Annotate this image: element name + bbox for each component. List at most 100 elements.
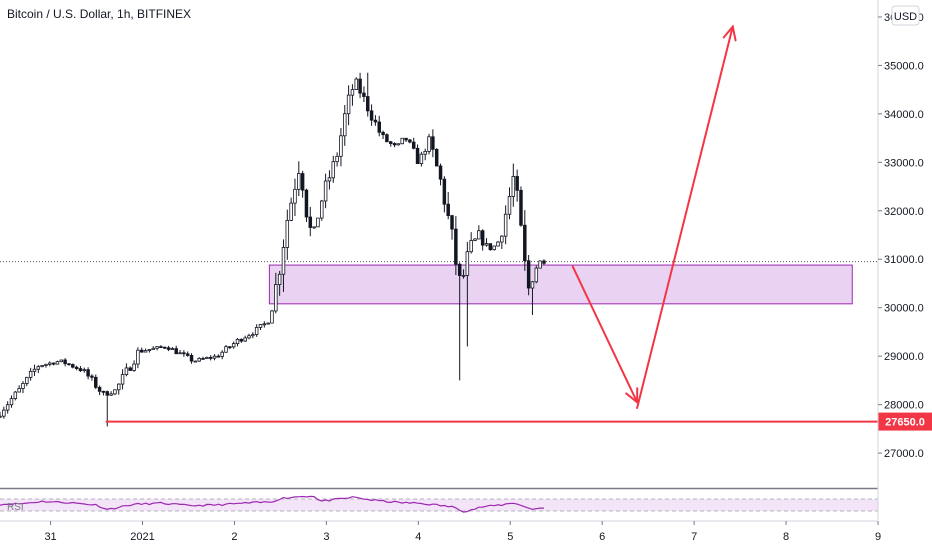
- candle[interactable]: [503, 205, 508, 245]
- candle[interactable]: [224, 344, 228, 353]
- candle[interactable]: [335, 152, 339, 167]
- candle[interactable]: [101, 390, 106, 396]
- candle[interactable]: [411, 137, 416, 150]
- candle[interactable]: [63, 358, 67, 367]
- candle[interactable]: [320, 199, 324, 221]
- candle[interactable]: [97, 385, 102, 396]
- candle[interactable]: [228, 346, 232, 350]
- candle[interactable]: [281, 239, 286, 292]
- candle[interactable]: [151, 346, 155, 350]
- candle[interactable]: [193, 360, 198, 363]
- candle[interactable]: [162, 346, 167, 349]
- candle[interactable]: [408, 138, 412, 144]
- candle[interactable]: [67, 363, 71, 366]
- candle[interactable]: [350, 84, 355, 106]
- candle[interactable]: [488, 243, 493, 251]
- candle[interactable]: [182, 350, 186, 357]
- candle[interactable]: [450, 214, 454, 240]
- candle[interactable]: [366, 72, 370, 117]
- candle[interactable]: [427, 133, 431, 155]
- candle[interactable]: [143, 348, 148, 353]
- candle[interactable]: [25, 376, 29, 387]
- candle[interactable]: [17, 385, 21, 393]
- candle[interactable]: [369, 104, 374, 126]
- candle[interactable]: [404, 137, 408, 143]
- candle[interactable]: [13, 390, 18, 401]
- candle[interactable]: [266, 322, 270, 325]
- candle[interactable]: [304, 188, 309, 222]
- candle[interactable]: [197, 357, 201, 362]
- candle[interactable]: [362, 86, 366, 103]
- candle[interactable]: [274, 272, 278, 314]
- candle[interactable]: [170, 347, 175, 351]
- candle[interactable]: [159, 345, 163, 349]
- candle[interactable]: [105, 390, 110, 427]
- candle[interactable]: [216, 354, 221, 358]
- candle[interactable]: [354, 77, 358, 90]
- candle[interactable]: [419, 151, 424, 167]
- candle[interactable]: [297, 161, 301, 197]
- candle[interactable]: [515, 169, 519, 202]
- candle[interactable]: [438, 163, 443, 186]
- candle[interactable]: [346, 85, 351, 126]
- candle[interactable]: [189, 353, 194, 364]
- candle[interactable]: [339, 128, 343, 167]
- candle[interactable]: [239, 338, 244, 343]
- candle[interactable]: [316, 217, 320, 228]
- candle[interactable]: [113, 389, 117, 396]
- candle[interactable]: [109, 391, 113, 396]
- candle[interactable]: [235, 338, 240, 347]
- candle[interactable]: [185, 351, 190, 357]
- support-zone[interactable]: [268, 264, 853, 305]
- candle[interactable]: [59, 359, 64, 363]
- candle[interactable]: [446, 191, 450, 220]
- candle[interactable]: [205, 356, 209, 360]
- candle[interactable]: [381, 130, 385, 140]
- candle[interactable]: [534, 265, 539, 284]
- candle[interactable]: [477, 225, 481, 240]
- candle[interactable]: [431, 129, 435, 158]
- candle[interactable]: [293, 178, 297, 217]
- candle[interactable]: [86, 367, 90, 380]
- candle[interactable]: [21, 381, 25, 394]
- candle[interactable]: [538, 260, 542, 269]
- candle[interactable]: [434, 148, 439, 167]
- candle[interactable]: [120, 369, 125, 390]
- candle[interactable]: [530, 281, 535, 315]
- price-pane[interactable]: [0, 24, 878, 427]
- candle[interactable]: [484, 238, 489, 247]
- candle[interactable]: [277, 270, 282, 296]
- candle[interactable]: [461, 269, 466, 279]
- candle[interactable]: [289, 197, 293, 222]
- candle[interactable]: [323, 173, 328, 209]
- candle[interactable]: [496, 240, 500, 247]
- candle[interactable]: [480, 229, 485, 251]
- candle[interactable]: [178, 350, 182, 355]
- candle[interactable]: [2, 406, 6, 419]
- candle[interactable]: [36, 365, 41, 374]
- candle[interactable]: [423, 148, 427, 161]
- candle[interactable]: [308, 206, 313, 237]
- candle[interactable]: [511, 163, 516, 207]
- candle[interactable]: [254, 324, 259, 337]
- candle[interactable]: [385, 133, 389, 143]
- candle[interactable]: [500, 235, 504, 250]
- candle[interactable]: [388, 140, 393, 147]
- candle[interactable]: [331, 155, 336, 183]
- candle[interactable]: [74, 365, 79, 371]
- candle[interactable]: [262, 321, 267, 328]
- candle[interactable]: [32, 364, 37, 376]
- candle[interactable]: [526, 255, 531, 296]
- candle[interactable]: [40, 365, 44, 368]
- candle[interactable]: [166, 345, 171, 352]
- candle[interactable]: [220, 350, 224, 360]
- candle[interactable]: [9, 395, 14, 408]
- currency-button[interactable]: [891, 5, 920, 26]
- candle[interactable]: [377, 115, 381, 137]
- candle[interactable]: [312, 226, 316, 229]
- candle[interactable]: [124, 363, 129, 377]
- candle[interactable]: [128, 366, 132, 371]
- candle[interactable]: [519, 186, 523, 227]
- candle[interactable]: [343, 105, 347, 146]
- candle[interactable]: [392, 142, 397, 148]
